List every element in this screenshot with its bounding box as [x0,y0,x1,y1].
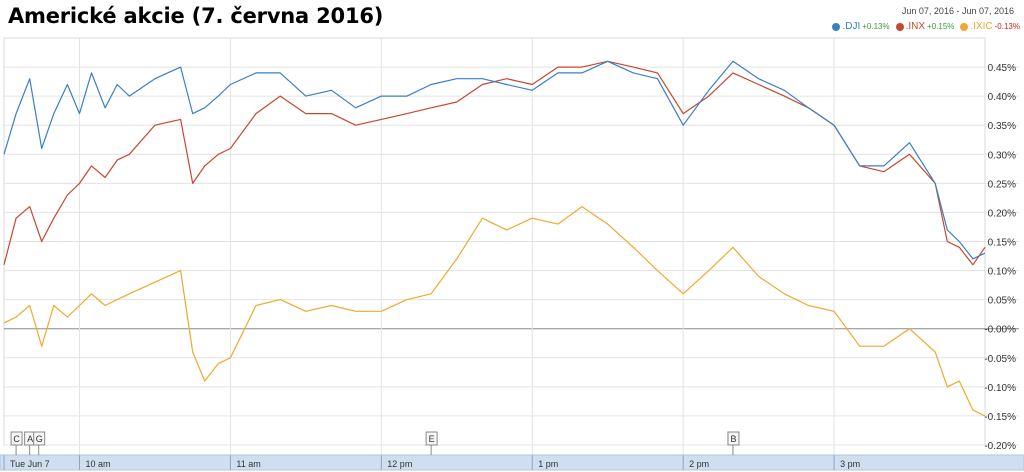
legend-dot-ixic [960,22,969,31]
x-tick-label: 2 pm [689,459,709,469]
legend: .DJI +0.13% .INX +0.15% .IXIC -0.13% [832,21,1020,32]
y-tick-label: 0.45% [988,63,1016,74]
series-line-ixic [3,206,986,417]
x-tick-label: 1 pm [538,459,558,469]
x-tick-label: 11 am [236,459,260,469]
event-marker-label: A [27,434,33,444]
legend-name-dji: .DJI [842,21,861,32]
y-tick-label: 0.10% [988,267,1016,278]
y-tick-label: 0.40% [988,92,1016,103]
x-tick-label: Tue Jun 7 [10,459,50,469]
y-tick-label: -0.20% [984,441,1016,452]
x-axis-bar [0,454,1024,471]
event-marker-label: G [36,434,43,444]
y-tick-label: -0.05% [984,354,1016,365]
y-tick-label: -0.00% [984,325,1016,336]
legend-dot-inx [895,22,904,31]
date-range: Jun 07, 2016 - Jun 07, 2016 [901,6,1014,16]
x-tick-label: 10 am [85,459,110,469]
y-tick-label: -0.15% [984,412,1016,423]
x-tick-label: 12 pm [387,459,412,469]
y-tick-label: 0.05% [988,296,1016,307]
event-marker-label: E [429,434,435,444]
legend-name-inx: .INX [905,21,926,32]
series-line-inx [3,60,986,266]
y-tick-label: 0.25% [988,179,1016,190]
y-tick-label: 0.15% [988,238,1016,249]
event-marker-label: C [13,434,20,444]
y-tick-label: 0.35% [988,121,1016,132]
legend-name-ixic: .IXIC [970,21,993,32]
legend-item-inx[interactable]: .INX +0.15% [895,21,955,32]
legend-dot-dji [832,22,841,31]
legend-change-dji: +0.13% [862,22,890,31]
legend-change-ixic: -0.13% [994,22,1020,31]
y-tick-label: -0.10% [984,383,1016,394]
event-marker-label: B [730,434,736,444]
legend-change-inx: +0.15% [927,22,955,31]
y-tick-label: 0.20% [988,208,1016,219]
chart-title: Americké akcie (7. června 2016) [8,4,384,28]
legend-item-ixic[interactable]: .IXIC -0.13% [960,21,1020,32]
legend-item-dji[interactable]: .DJI +0.13% [832,21,890,32]
series-line-dji [3,60,986,260]
y-tick-label: 0.30% [988,150,1016,161]
x-tick-label: 3 pm [840,459,860,469]
